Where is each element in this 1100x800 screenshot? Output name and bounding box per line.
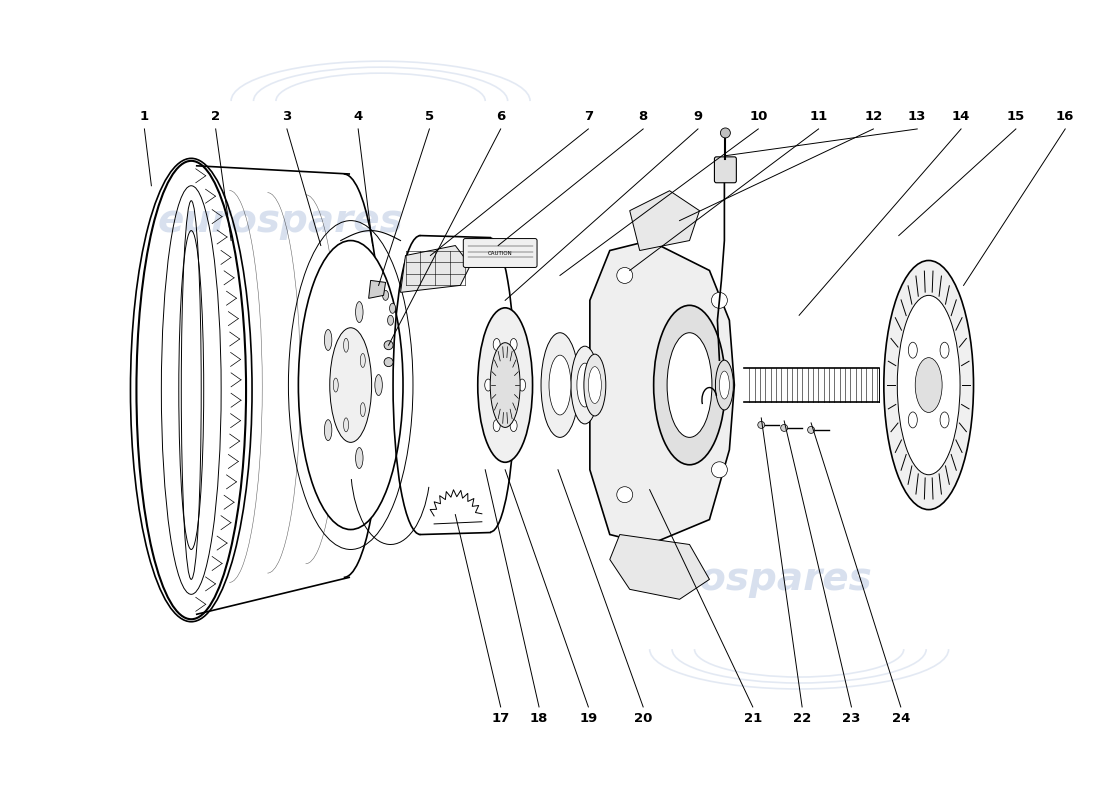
Ellipse shape (584, 354, 606, 416)
Ellipse shape (807, 426, 815, 434)
Ellipse shape (324, 420, 332, 441)
Ellipse shape (588, 366, 602, 403)
Ellipse shape (389, 303, 396, 314)
Ellipse shape (571, 346, 598, 424)
Ellipse shape (384, 341, 393, 350)
Text: eurospares: eurospares (158, 202, 404, 240)
Ellipse shape (343, 338, 349, 352)
Text: 22: 22 (793, 712, 811, 726)
Polygon shape (609, 534, 710, 599)
Ellipse shape (324, 330, 332, 350)
Ellipse shape (355, 302, 363, 322)
Text: 12: 12 (865, 110, 882, 123)
Text: eurospares: eurospares (626, 560, 872, 598)
Text: 1: 1 (140, 110, 148, 123)
Ellipse shape (355, 447, 363, 469)
Ellipse shape (518, 379, 526, 391)
Text: 11: 11 (810, 110, 827, 123)
Text: 13: 13 (908, 110, 926, 123)
Ellipse shape (781, 425, 788, 431)
Ellipse shape (343, 418, 349, 432)
Text: 3: 3 (283, 110, 292, 123)
Ellipse shape (477, 308, 532, 462)
Ellipse shape (493, 420, 500, 431)
Ellipse shape (541, 333, 579, 438)
Ellipse shape (883, 261, 974, 510)
Ellipse shape (387, 315, 394, 326)
Text: 8: 8 (639, 110, 648, 123)
Text: CAUTION: CAUTION (487, 251, 513, 256)
Ellipse shape (493, 338, 500, 350)
Ellipse shape (715, 360, 734, 410)
Text: 7: 7 (584, 110, 593, 123)
Text: 23: 23 (843, 712, 860, 726)
Text: 16: 16 (1056, 110, 1075, 123)
Text: 9: 9 (693, 110, 703, 123)
Polygon shape (590, 241, 735, 545)
Text: 20: 20 (634, 712, 652, 726)
Ellipse shape (940, 412, 949, 428)
Text: 19: 19 (580, 712, 597, 726)
Ellipse shape (653, 306, 725, 465)
Polygon shape (368, 281, 386, 298)
Text: 5: 5 (425, 110, 435, 123)
Polygon shape (400, 246, 471, 292)
Ellipse shape (758, 422, 764, 429)
Ellipse shape (361, 354, 365, 367)
Circle shape (712, 462, 727, 478)
Text: 10: 10 (749, 110, 768, 123)
Circle shape (617, 486, 632, 502)
Ellipse shape (361, 402, 365, 417)
Ellipse shape (298, 241, 403, 530)
Text: 6: 6 (496, 110, 505, 123)
Ellipse shape (333, 378, 338, 392)
Ellipse shape (909, 412, 917, 428)
Text: 17: 17 (492, 712, 509, 726)
Ellipse shape (384, 358, 393, 366)
Ellipse shape (667, 333, 712, 438)
Ellipse shape (909, 342, 917, 358)
Text: 15: 15 (1006, 110, 1025, 123)
Ellipse shape (375, 374, 383, 395)
FancyBboxPatch shape (714, 157, 736, 182)
Text: 24: 24 (892, 712, 910, 726)
Ellipse shape (915, 358, 942, 413)
Ellipse shape (330, 328, 372, 442)
FancyBboxPatch shape (463, 238, 537, 267)
Text: 4: 4 (353, 110, 363, 123)
Ellipse shape (510, 338, 517, 350)
Ellipse shape (510, 420, 517, 431)
Circle shape (617, 267, 632, 283)
Text: 2: 2 (211, 110, 220, 123)
Ellipse shape (549, 355, 571, 415)
Ellipse shape (898, 295, 960, 474)
Polygon shape (629, 190, 700, 250)
Ellipse shape (491, 342, 520, 427)
Ellipse shape (383, 290, 388, 300)
Text: 21: 21 (744, 712, 762, 726)
Ellipse shape (940, 342, 949, 358)
Circle shape (712, 292, 727, 308)
Text: 18: 18 (530, 712, 548, 726)
Ellipse shape (719, 371, 729, 399)
Circle shape (720, 128, 730, 138)
Ellipse shape (485, 379, 492, 391)
Ellipse shape (576, 363, 593, 407)
Text: 14: 14 (952, 110, 970, 123)
